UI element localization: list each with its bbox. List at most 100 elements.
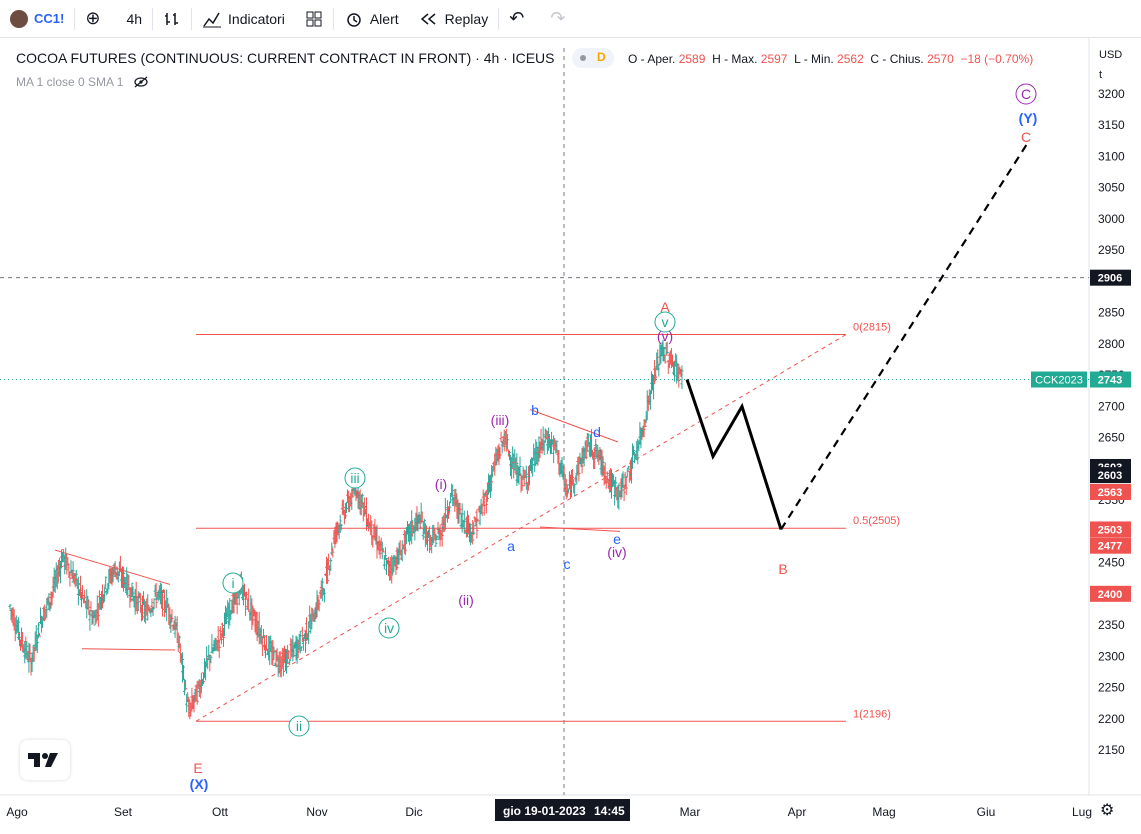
toolbar-divider [152,7,154,30]
wave-label: (iv) [607,544,626,560]
undo-button[interactable]: ↶ [499,0,540,38]
toolbar-divider [332,7,334,30]
price-badge-label: 2603 [1098,470,1122,482]
y-tick-label: 2300 [1098,649,1125,663]
wave-label-circle [288,715,310,737]
low-label: L - Min. [794,52,834,66]
y-tick-label: 2250 [1098,681,1125,695]
projection-path-dashed [780,143,1028,531]
x-tick-label: Set [114,805,133,819]
price-badge [1090,269,1131,286]
low-value: 2562 [837,52,864,66]
wave-label: v [662,314,669,330]
y-tick-label: 2700 [1098,399,1125,413]
x-tick-label: Mag [872,805,895,819]
price-badge-label: 2503 [1098,524,1122,536]
wave-label: (i) [435,476,447,492]
high-label: H - Max. [712,52,758,66]
ma-legend[interactable]: MA 1 close 0 SMA 1 [16,75,149,89]
time-badge [495,799,630,821]
y-tick-label: 3050 [1098,181,1125,195]
price-badge-label: 2563 [1098,487,1122,499]
bar-chart-icon [165,12,179,25]
price-badge-label: 2477 [1098,541,1122,553]
wave-label: (iii) [491,412,510,428]
replay-label: Replay [444,10,489,27]
alert-button[interactable]: Alert [334,0,409,38]
y-tick-label: 2450 [1098,556,1125,570]
fib-level-label: 0.5(2505) [853,515,900,527]
fib-level-label: 1(2196) [853,708,891,720]
tradingview-logo-icon [28,753,58,767]
alert-label: Alert [369,10,399,27]
x-tick-label: Ott [212,805,229,819]
ma-label: MA 1 close 0 SMA 1 [16,75,124,89]
contract-tag-label: CCK2023 [1035,375,1083,387]
wave-label: a [507,538,515,554]
wave-label-circle [378,617,400,639]
rewind-icon [420,12,436,25]
y-tick-label: 3100 [1098,149,1125,163]
price-badge-label: 2743 [1098,375,1122,387]
symbol-search[interactable]: CC1! [0,0,74,38]
chart-legend-title: COCOA FUTURES (CONTINUOUS: CURRENT CONTR… [16,50,555,66]
wave-label-circle [344,467,366,489]
y-tick-label: 3200 [1098,87,1125,101]
currency-label: USD [1099,49,1122,61]
top-toolbar: CC1! ⊕ 4h Indicatori Alert Replay ↶ ↷ [0,0,1141,38]
y-tick-label: 2950 [1098,243,1125,257]
y-tick-label: 2150 [1098,743,1125,757]
fib-level-label: 0(2815) [853,322,891,334]
change-value: −18 (−0.70%) [960,52,1034,66]
wave-label: E [193,760,202,776]
trendline-dashed [195,334,847,722]
y-tick-label: 2200 [1098,712,1125,726]
data-delay-letter: D [597,50,606,64]
wave-label: C [1021,86,1031,102]
redo-button[interactable]: ↷ [540,0,581,38]
triangle-lower-line [539,526,621,532]
y-tick-label: 2850 [1098,306,1125,320]
layout-button[interactable] [295,0,333,38]
interval-button[interactable]: 4h [116,0,152,38]
flag-lower-line [81,648,176,651]
open-value: 2589 [678,52,706,66]
x-tick-label: Apr [788,805,807,819]
price-chart[interactable]: 2150220022502300235024002450250025502600… [0,38,1141,834]
settings-gear-icon[interactable]: ⚙ [1100,802,1115,819]
price-badge [1090,467,1131,484]
interval-label: 4h [126,10,143,27]
chart-type-button[interactable] [153,0,191,38]
y-tick-label: 3150 [1098,118,1125,132]
wave-label-circle [222,572,244,594]
tradingview-logo[interactable] [20,740,70,780]
time-badge-date: gio 19-01-2023 [503,804,586,818]
indicators-label: Indicatori [228,10,285,27]
x-tick-label: Giu [977,805,996,819]
triangle-upper-line [529,409,619,443]
replay-button[interactable]: Replay [409,0,499,38]
symbol-label: CC1! [34,11,65,26]
wave-label-circle [654,311,676,333]
wave-label: iv [384,620,394,636]
undo-icon: ↶ [509,8,525,28]
price-badge [1090,521,1131,538]
wave-label: e [613,531,621,547]
status-dot-icon [580,55,586,61]
scale-label: t [1099,69,1102,81]
add-symbol-button[interactable]: ⊕ [75,0,116,38]
time-badge-time: 14:45 [594,804,625,818]
projection-path-solid [685,379,783,530]
eye-off-icon[interactable] [133,76,149,88]
close-label: C - Chius. [870,52,924,66]
price-badge [1090,371,1131,388]
alarm-clock-icon [347,12,361,27]
grid-icon [306,11,322,26]
data-status-pill[interactable]: D [572,48,614,68]
wave-label: B [778,561,787,577]
y-tick-label: 2650 [1098,431,1125,445]
wave-label: (v) [657,328,673,344]
indicators-button[interactable]: Indicatori [192,0,295,38]
high-value: 2597 [760,52,788,66]
price-badge [1090,537,1131,554]
